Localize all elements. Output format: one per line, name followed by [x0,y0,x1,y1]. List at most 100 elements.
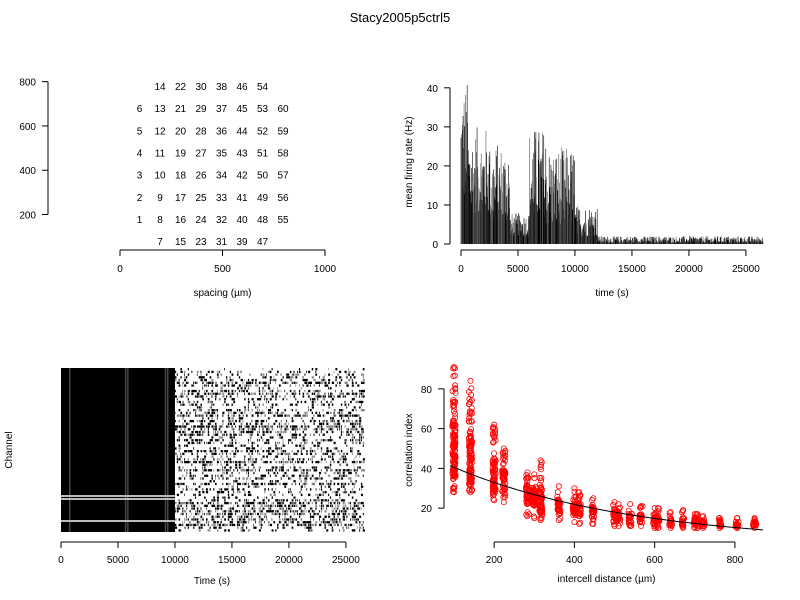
raster-spike [209,510,212,513]
raster-spike [213,526,216,529]
raster-spike [309,384,311,387]
raster-spike [189,474,192,477]
raster-spike [229,409,232,412]
raster-spike [189,499,192,502]
rate-x-tick-label: 0 [458,264,464,275]
raster-spike [266,496,268,499]
raster-spike [295,469,298,472]
raster-spike [311,368,314,371]
raster-channel-row [182,422,361,425]
raster-spike [306,488,308,491]
raster-gap [68,368,71,532]
raster-spike [317,447,319,450]
raster-spike [218,439,220,442]
raster-spike [218,447,220,450]
raster-spike [189,471,192,475]
raster-spike [288,414,291,417]
raster-spike [362,395,365,398]
raster-spike [282,493,284,497]
raster-spike [344,491,346,494]
raster-spike [291,504,293,507]
raster-spike [342,460,344,464]
raster-spike [322,452,324,456]
raster-spike [339,529,340,532]
raster-spike [313,428,316,431]
raster-spike [339,471,341,475]
raster-spike [222,491,225,494]
raster-spike [277,425,279,428]
raster-spike [293,480,296,483]
raster-spike [348,433,350,436]
raster-spike [291,373,294,376]
raster-spike [360,409,364,412]
raster-spike [295,373,297,376]
raster-spike [340,392,343,395]
raster-spike [348,482,350,486]
raster-spike [353,523,355,527]
raster-spike [262,501,265,505]
raster-spike [242,469,245,472]
raster-spike [319,515,322,518]
raster-spike [319,518,320,521]
raster-spike [308,425,310,428]
raster-spike [242,428,245,431]
scatter-point [465,388,472,395]
raster-spike [226,460,229,464]
raster-spike [309,458,312,461]
raster-spike [240,529,243,532]
scatter-column [716,515,725,532]
raster-spike [340,411,343,415]
raster-spike [359,389,361,393]
raster-spike [178,450,180,453]
raster-spike [353,425,355,428]
raster-spike [360,460,363,464]
raster-spike [339,474,341,477]
raster-spike [244,444,246,447]
raster-spike [211,450,213,453]
raster-spike [282,466,284,469]
raster-spike [216,460,219,464]
raster-spike [340,409,343,412]
channel-label: 7 [157,237,163,248]
raster-channel-row [174,428,364,431]
raster-spike [319,477,321,480]
raster-spike [337,422,340,425]
raster-spike [253,447,256,450]
raster-spike [275,447,277,450]
raster-spike [264,499,266,502]
raster-spike [204,428,206,431]
raster-spike [322,414,324,417]
raster-spike [320,501,323,505]
raster-spike [260,447,262,450]
raster-spike [244,491,246,494]
channel-label: 24 [195,215,207,226]
raster-spike [246,512,248,516]
raster-spike [207,482,210,486]
raster-spike [300,425,303,428]
raster-channel-row [178,485,364,488]
raster-spike [348,392,350,395]
raster-spike [218,469,221,472]
raster-spike [280,428,282,431]
raster-spike [359,433,361,436]
raster-spike [326,480,327,483]
raster-spike [322,482,324,486]
raster-spike [271,480,273,483]
raster-spike [329,439,333,442]
raster-spike [257,439,258,442]
raster-spike [350,400,352,404]
raster-spike [328,512,331,516]
raster-spike [284,452,287,456]
raster-spike [319,474,320,477]
raster-spike [311,523,314,527]
scatter-point [571,485,578,492]
raster-spike [205,469,207,472]
raster-spike [195,482,196,486]
raster-spike [277,510,279,513]
scatter-point [638,503,645,510]
raster-spike [178,425,181,428]
raster-spike [304,414,306,417]
raster-spike [229,378,232,382]
raster-spike [240,450,242,453]
raster-spike [184,439,186,442]
